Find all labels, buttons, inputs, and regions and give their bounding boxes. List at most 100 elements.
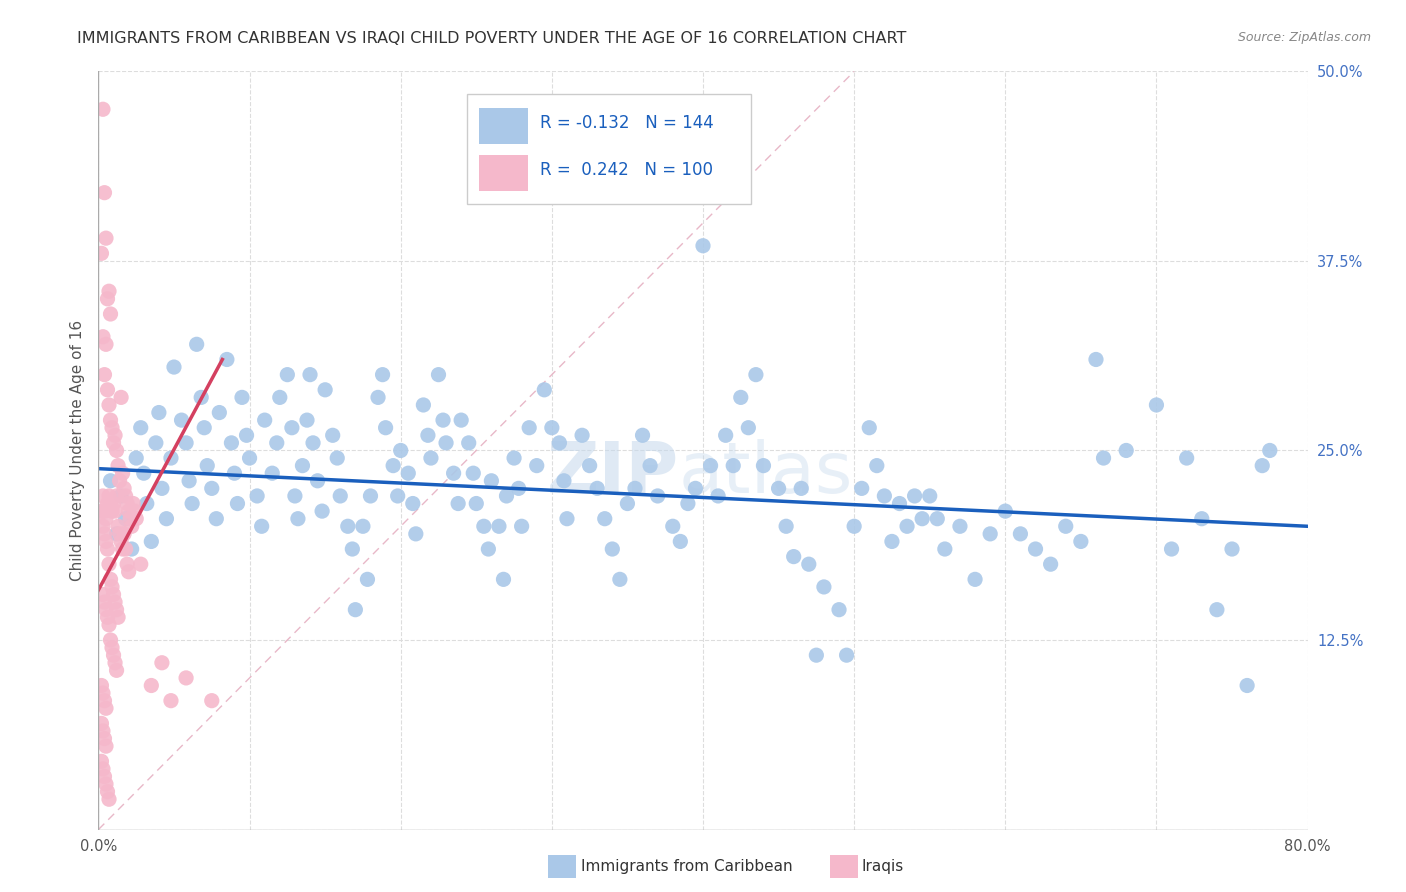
Point: [129, 557, 152, 572]
Point: [295, 413, 318, 427]
Point: [517, 421, 540, 435]
Point: [1092, 451, 1115, 466]
Point: [155, 512, 177, 526]
Point: [1251, 458, 1274, 473]
Point: [685, 482, 707, 496]
Point: [111, 542, 134, 557]
Point: [104, 428, 127, 442]
Point: [94, 739, 117, 753]
Point: [463, 467, 485, 481]
Point: [873, 489, 896, 503]
Point: [112, 526, 135, 541]
Point: [112, 482, 135, 496]
FancyBboxPatch shape: [479, 155, 527, 191]
Point: [555, 512, 578, 526]
Point: [281, 421, 304, 435]
Point: [314, 383, 336, 397]
Text: IMMIGRANTS FROM CARIBBEAN VS IRAQI CHILD POVERTY UNDER THE AGE OF 16 CORRELATION: IMMIGRANTS FROM CARIBBEAN VS IRAQI CHILD…: [77, 31, 907, 46]
Point: [96, 383, 118, 397]
Point: [100, 573, 122, 587]
Point: [889, 496, 911, 510]
Point: [540, 421, 562, 435]
Point: [723, 458, 745, 473]
Point: [108, 526, 131, 541]
Point: [101, 640, 124, 655]
Point: [676, 496, 699, 510]
Point: [93, 526, 115, 541]
Point: [124, 504, 146, 518]
Point: [104, 595, 127, 609]
Point: [553, 474, 575, 488]
Point: [699, 458, 721, 473]
Point: [110, 489, 132, 503]
Point: [548, 436, 571, 450]
Point: [186, 337, 208, 351]
Point: [322, 428, 344, 442]
Point: [201, 694, 224, 708]
Point: [858, 421, 880, 435]
Point: [828, 603, 851, 617]
Point: [1175, 451, 1198, 466]
Point: [797, 557, 820, 572]
Point: [669, 534, 692, 549]
Point: [103, 648, 125, 662]
Text: atlas: atlas: [679, 439, 853, 508]
Point: [745, 368, 768, 382]
Point: [934, 542, 956, 557]
Point: [103, 496, 125, 510]
Point: [91, 489, 114, 503]
Point: [105, 526, 128, 541]
Point: [181, 496, 204, 510]
Point: [93, 595, 115, 609]
Text: R = -0.132   N = 144: R = -0.132 N = 144: [540, 114, 713, 132]
Point: [122, 496, 145, 510]
Point: [896, 519, 918, 533]
Point: [96, 610, 118, 624]
Point: [118, 504, 141, 518]
Point: [481, 474, 503, 488]
Point: [93, 694, 115, 708]
Point: [647, 489, 669, 503]
Point: [730, 391, 752, 405]
Point: [120, 512, 142, 526]
Point: [450, 413, 472, 427]
Point: [994, 504, 1017, 518]
FancyBboxPatch shape: [479, 108, 527, 145]
Point: [416, 428, 439, 442]
Point: [195, 458, 218, 473]
Point: [1024, 542, 1046, 557]
Point: [215, 352, 238, 367]
Point: [103, 436, 125, 450]
Point: [402, 496, 425, 510]
Point: [96, 785, 118, 799]
Point: [94, 603, 117, 617]
Point: [179, 474, 201, 488]
Point: [1206, 603, 1229, 617]
Point: [91, 588, 114, 602]
Point: [477, 542, 499, 557]
Point: [624, 482, 647, 496]
Point: [160, 694, 183, 708]
Point: [835, 648, 858, 662]
Point: [434, 436, 457, 450]
Point: [492, 573, 515, 587]
Point: [94, 534, 117, 549]
Point: [193, 421, 215, 435]
Point: [352, 519, 374, 533]
Point: [1236, 678, 1258, 692]
Point: [389, 443, 412, 458]
Point: [98, 617, 121, 632]
Point: [844, 519, 866, 533]
Point: [205, 512, 228, 526]
Point: [163, 359, 186, 375]
Point: [1010, 526, 1032, 541]
Point: [911, 512, 934, 526]
Point: [299, 368, 322, 382]
Point: [432, 413, 454, 427]
Point: [132, 467, 155, 481]
Point: [503, 451, 526, 466]
Point: [1085, 352, 1108, 367]
Point: [1160, 542, 1182, 557]
Point: [783, 549, 806, 564]
Point: [616, 496, 638, 510]
